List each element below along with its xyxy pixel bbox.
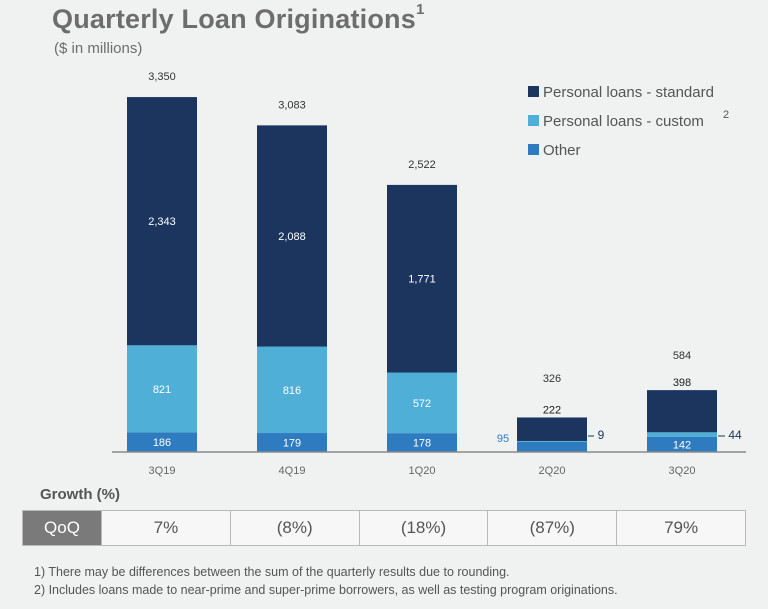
legend-label-0: Personal loans - standard xyxy=(543,84,714,101)
legend-label-1: Personal loans - custom xyxy=(543,113,704,130)
growth-cell-4q19: (8%) xyxy=(229,510,360,546)
value-label-standard-3q20: 398 xyxy=(673,377,691,389)
bar-segment-custom-3q19 xyxy=(127,345,197,433)
total-label-2q20: 326 xyxy=(543,373,561,385)
bar-segment-standard-3q19 xyxy=(127,97,197,346)
x-tick-label-3q19: 3Q19 xyxy=(149,465,176,477)
bar-segment-standard-4q19 xyxy=(257,125,327,347)
x-tick-label-4q19: 4Q19 xyxy=(279,465,306,477)
value-label-other-3q19: 186 xyxy=(153,437,171,449)
total-label-3q19: 3,350 xyxy=(148,71,176,83)
legend-footnote-ref-1: 2 xyxy=(723,109,729,121)
value-label-other-4q19: 179 xyxy=(283,438,301,450)
bar-segment-custom-1q20 xyxy=(387,372,457,434)
growth-cell-3q20: 79% xyxy=(616,510,746,546)
bar-segment-other-1q20 xyxy=(387,433,457,452)
value-label-other-3q20: 142 xyxy=(673,439,691,451)
chart-title: Quarterly Loan Originations1 xyxy=(52,1,425,35)
value-label-standard-3q19: 2,343 xyxy=(148,216,176,228)
value-label-standard-1q20: 1,771 xyxy=(408,274,436,286)
x-tick-label-3q20: 3Q20 xyxy=(669,465,696,477)
growth-cell-2q20: (87%) xyxy=(487,510,618,546)
growth-row: QoQ 7% (8%) (18%) (87%) 79% xyxy=(22,510,746,546)
bar-segment-standard-3q20 xyxy=(647,390,717,433)
legend-swatch-2 xyxy=(528,144,539,155)
bar-segment-other-3q20 xyxy=(647,436,717,452)
value-label-custom-3q19: 821 xyxy=(153,384,171,396)
chart-subtitle: ($ in millions) xyxy=(54,40,143,57)
legend-label-2: Other xyxy=(543,142,581,159)
chart-title-text: Quarterly Loan Originations xyxy=(52,4,416,34)
value-label-other-2q20: 95 xyxy=(497,433,509,445)
total-label-4q19: 3,083 xyxy=(278,99,306,111)
bar-segment-other-4q19 xyxy=(257,433,327,452)
growth-cell-3q19: 7% xyxy=(101,510,231,546)
bar-segment-other-3q19 xyxy=(127,432,197,452)
total-label-1q20: 2,522 xyxy=(408,159,436,171)
value-label-standard-4q19: 2,088 xyxy=(278,231,306,243)
footnote-2: 2) Includes loans made to near-prime and… xyxy=(34,583,618,597)
title-footnote-ref: 1 xyxy=(415,1,425,18)
bar-segment-custom-3q20 xyxy=(647,432,717,437)
footnote-1: 1) There may be differences between the … xyxy=(34,565,510,579)
bar-segment-standard-2q20 xyxy=(517,417,587,441)
growth-label: Growth (%) xyxy=(40,486,120,503)
value-label-custom-2q20: 9 xyxy=(598,428,605,442)
value-label-custom-4q19: 816 xyxy=(283,385,301,397)
footnotes: 1) There may be differences between the … xyxy=(34,563,618,599)
x-tick-label-1q20: 1Q20 xyxy=(409,465,436,477)
bar-segment-custom-4q19 xyxy=(257,346,327,434)
legend-swatch-0 xyxy=(528,86,539,97)
value-label-standard-2q20: 222 xyxy=(543,404,561,416)
bar-segment-standard-1q20 xyxy=(387,184,457,373)
x-tick-label-2q20: 2Q20 xyxy=(539,465,566,477)
stacked-bar-chart: 186 821 2,343 3,350 3Q19 179 816 2,088 3,083 4Q19… xyxy=(112,71,746,477)
qoq-label: QoQ xyxy=(22,510,102,546)
value-label-custom-1q20: 572 xyxy=(413,398,431,410)
growth-table: QoQ 7% (8%) (18%) (87%) 79% xyxy=(22,510,746,546)
value-label-custom-3q20: 44 xyxy=(728,428,742,442)
bar-segment-custom-2q20 xyxy=(517,440,587,442)
value-label-other-1q20: 178 xyxy=(413,438,431,450)
growth-cell-1q20: (18%) xyxy=(358,510,489,546)
bar-segment-other-2q20 xyxy=(517,441,587,452)
legend-swatch-1 xyxy=(528,115,539,126)
total-label-3q20: 584 xyxy=(673,350,691,362)
